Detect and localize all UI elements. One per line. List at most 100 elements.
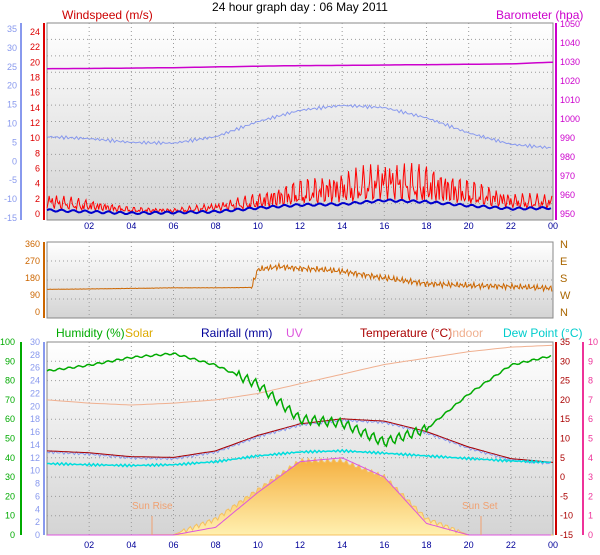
y-tick-label: 2	[35, 517, 40, 527]
x-tick-label: 02	[84, 540, 94, 550]
y-tick-label: 1020	[560, 76, 580, 86]
y-tick-label: 2	[588, 491, 593, 501]
y-tick-label: 10	[560, 434, 570, 444]
y-tick-label: 10	[30, 133, 40, 143]
y-tick-label: 18	[30, 414, 40, 424]
y-tick-label: 16	[30, 427, 40, 437]
y-tick-label: 6	[35, 491, 40, 501]
y-tick-label: 20	[560, 395, 570, 405]
y-tick-label: 15	[7, 100, 17, 110]
x-tick-label: 06	[168, 540, 178, 550]
y-tick-label: 22	[30, 42, 40, 52]
y-tick-label: 10	[5, 511, 15, 521]
dewpoint-line	[46, 448, 552, 468]
x-tick-label: 16	[379, 221, 389, 231]
y-tick-label: 20	[7, 81, 17, 91]
y-tick-label: 90	[5, 356, 15, 366]
humidity-tick-labels: 0 10 20 30 40 50 60 70 80 90 100	[0, 337, 15, 540]
temperature-overlay-line	[46, 103, 552, 150]
baro-tick-labels: 950 960 970 980 990 1000 1010 1020 1030 1040 1050	[560, 19, 580, 219]
y-tick-label: 4	[588, 453, 593, 463]
x-tick-label: 18	[421, 221, 431, 231]
x-tick-label: 04	[126, 540, 136, 550]
y-tick-label: 9	[588, 356, 593, 366]
y-tick-label: 14	[30, 440, 40, 450]
y-tick-label: 30	[5, 472, 15, 482]
y-tick-label: 6	[35, 164, 40, 174]
y-tick-label: 90	[30, 290, 40, 300]
rain-label: Rainfall (mm)	[201, 326, 272, 340]
direction-gridlines	[47, 242, 553, 318]
y-tick-label: 8	[35, 479, 40, 489]
compass-label: W	[560, 290, 571, 302]
temp-tick-labels: -15 -10 -5 0 5 10 15 20 25 30 35	[560, 337, 573, 540]
wind-direction-line	[46, 261, 553, 293]
direction-tick-labels: 0 90 180 270 360	[25, 239, 40, 317]
y-tick-label: 7	[588, 395, 593, 405]
x-tick-label: 14	[337, 540, 347, 550]
wind-series-group	[46, 61, 554, 216]
compass-label: N	[560, 239, 568, 251]
sunset-label: Sun Set	[462, 501, 498, 512]
y-tick-label: 1050	[560, 19, 580, 29]
x-tick-label: 08	[211, 221, 221, 231]
y-tick-label: 950	[560, 209, 575, 219]
x-tick-label: 22	[506, 221, 516, 231]
y-tick-label: 25	[560, 376, 570, 386]
x-tick-label: 06	[168, 221, 178, 231]
y-tick-label: 30	[7, 43, 17, 53]
y-tick-label: 0	[35, 530, 40, 540]
uv-label: UV	[286, 326, 303, 340]
y-tick-label: 5	[588, 434, 593, 444]
y-tick-label: 10	[30, 466, 40, 476]
y-tick-label: 30	[30, 337, 40, 347]
y-tick-label: 10	[588, 337, 598, 347]
humidity-label: Humidity (%)	[56, 326, 125, 340]
compass-label: S	[560, 273, 567, 285]
solar-label: Solar	[125, 326, 153, 340]
y-tick-label: 960	[560, 190, 575, 200]
y-tick-label: 30	[560, 356, 570, 366]
x-tick-label: 02	[84, 221, 94, 231]
y-tick-label: 28	[30, 350, 40, 360]
y-tick-label: 24	[30, 27, 40, 37]
temperature-line	[46, 418, 554, 463]
y-tick-label: 20	[30, 57, 40, 67]
y-tick-label: 50	[5, 434, 15, 444]
x-tick-label: 22	[506, 540, 516, 550]
y-tick-label: 980	[560, 152, 575, 162]
x-tick-label: 10	[253, 540, 263, 550]
y-tick-label: 18	[30, 73, 40, 83]
y-tick-label: 0	[10, 530, 15, 540]
y-tick-label: 15	[560, 414, 570, 424]
y-tick-label: 10	[7, 119, 17, 129]
y-tick-label: 5	[12, 137, 17, 147]
y-tick-label: 1000	[560, 114, 580, 124]
y-tick-label: -15	[4, 213, 17, 223]
uv-line	[47, 457, 551, 536]
chart-title: 24 hour graph day : 06 May 2011	[212, 0, 388, 14]
y-tick-label: 0	[560, 472, 565, 482]
indoor-temp-line	[46, 344, 554, 406]
x-tick-label: 04	[126, 221, 136, 231]
y-tick-label: 1010	[560, 95, 580, 105]
y-tick-label: 8	[588, 376, 593, 386]
y-tick-label: 6	[588, 414, 593, 424]
y-tick-label: 1040	[560, 38, 580, 48]
y-tick-label: -5	[9, 175, 17, 185]
climate-series-group	[46, 344, 554, 536]
y-tick-label: 3	[588, 472, 593, 482]
y-tick-label: 100	[0, 337, 15, 347]
wind-x-tick-labels: 02 04 06 08 10 12 14 16 18 20 22 00	[84, 221, 558, 231]
outer-left-tick-labels: -15 -10 -5 0 5 10 15 20 25 30 35	[4, 24, 17, 223]
y-tick-label: 1	[588, 511, 593, 521]
sunrise-label: Sun Rise	[132, 501, 173, 512]
y-tick-label: 60	[5, 414, 15, 424]
y-tick-label: -15	[560, 530, 573, 540]
x-tick-label: 10	[253, 221, 263, 231]
y-tick-label: 22	[30, 388, 40, 398]
